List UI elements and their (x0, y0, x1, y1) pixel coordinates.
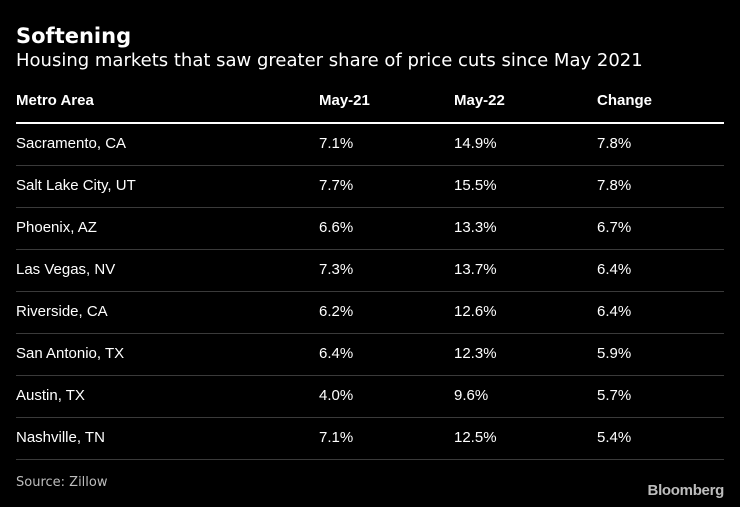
change-cell: 7.8% (597, 135, 632, 152)
column-header-metro-area: Metro Area (16, 92, 94, 109)
table-header-row: Metro Area May-21 May-22 Change (16, 82, 724, 124)
table-row: Phoenix, AZ 6.6% 13.3% 6.7% (16, 208, 724, 250)
metro-area-cell: Salt Lake City, UT (16, 177, 136, 194)
metro-area-cell: Nashville, TN (16, 429, 105, 446)
may-21-cell: 6.6% (319, 219, 354, 236)
change-cell: 5.7% (597, 387, 632, 404)
may-21-cell: 7.1% (319, 429, 354, 446)
source-note: Source: Zillow (16, 475, 108, 490)
may-21-cell: 7.7% (319, 177, 354, 194)
may-21-cell: 6.2% (319, 303, 354, 320)
change-cell: 5.9% (597, 345, 632, 362)
table-body: Sacramento, CA 7.1% 14.9% 7.8% Salt Lake Cit… (16, 124, 724, 460)
table-row: Nashville, TN 7.1% 12.5% 5.4% (16, 418, 724, 460)
chart-title: Softening (16, 24, 132, 48)
change-cell: 5.4% (597, 429, 632, 446)
may-22-cell: 12.3% (454, 345, 497, 362)
may-21-cell: 7.3% (319, 261, 354, 278)
may-22-cell: 15.5% (454, 177, 497, 194)
may-21-cell: 7.1% (319, 135, 354, 152)
data-table: Metro Area May-21 May-22 Change Sacramen… (16, 82, 724, 460)
may-22-cell: 13.7% (454, 261, 497, 278)
may-21-cell: 4.0% (319, 387, 354, 404)
metro-area-cell: Phoenix, AZ (16, 219, 97, 236)
table-row: Austin, TX 4.0% 9.6% 5.7% (16, 376, 724, 418)
may-22-cell: 13.3% (454, 219, 497, 236)
may-22-cell: 9.6% (454, 387, 489, 404)
table-row: Salt Lake City, UT 7.7% 15.5% 7.8% (16, 166, 724, 208)
table-row: San Antonio, TX 6.4% 12.3% 5.9% (16, 334, 724, 376)
column-header-change: Change (597, 92, 653, 109)
table-row: Riverside, CA 6.2% 12.6% 6.4% (16, 292, 724, 334)
may-22-cell: 14.9% (454, 135, 497, 152)
column-header-may-22: May-22 (454, 92, 505, 109)
metro-area-cell: Sacramento, CA (16, 135, 127, 152)
metro-area-cell: Las Vegas, NV (16, 261, 116, 278)
metro-area-cell: San Antonio, TX (16, 345, 125, 362)
change-cell: 6.7% (597, 219, 632, 236)
change-cell: 7.8% (597, 177, 632, 194)
may-22-cell: 12.5% (454, 429, 497, 446)
column-header-may-21: May-21 (319, 92, 370, 109)
bloomberg-logo: Bloomberg (647, 482, 725, 499)
metro-area-cell: Austin, TX (16, 387, 85, 404)
table-row: Sacramento, CA 7.1% 14.9% 7.8% (16, 124, 724, 166)
table-row: Las Vegas, NV 7.3% 13.7% 6.4% (16, 250, 724, 292)
change-cell: 6.4% (597, 261, 632, 278)
chart-subtitle: Housing markets that saw greater share o… (16, 50, 643, 71)
metro-area-cell: Riverside, CA (16, 303, 108, 320)
may-21-cell: 6.4% (319, 345, 354, 362)
change-cell: 6.4% (597, 303, 632, 320)
may-22-cell: 12.6% (454, 303, 497, 320)
